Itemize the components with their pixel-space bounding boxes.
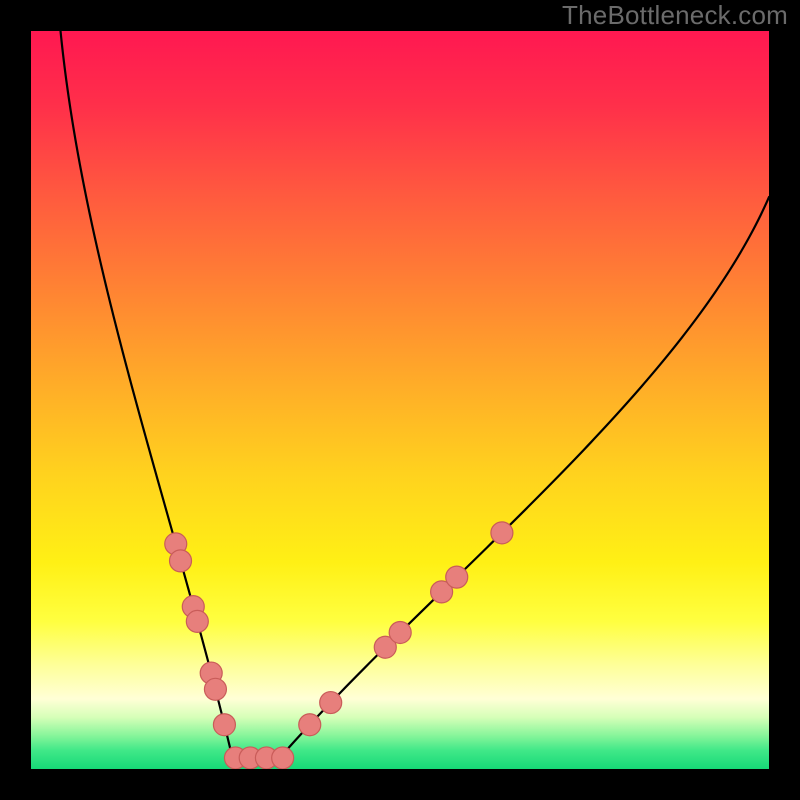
curve-marker (320, 692, 342, 714)
chart-container: TheBottleneck.com (0, 0, 800, 800)
plot-background (31, 31, 769, 769)
curve-marker (299, 714, 321, 736)
curve-marker (213, 714, 235, 736)
curve-marker (186, 610, 208, 632)
curve-marker (446, 566, 468, 588)
curve-marker (272, 747, 294, 769)
bottleneck-curve-chart (0, 0, 800, 800)
curve-marker (204, 678, 226, 700)
curve-marker (170, 550, 192, 572)
curve-marker (491, 522, 513, 544)
curve-marker (389, 621, 411, 643)
